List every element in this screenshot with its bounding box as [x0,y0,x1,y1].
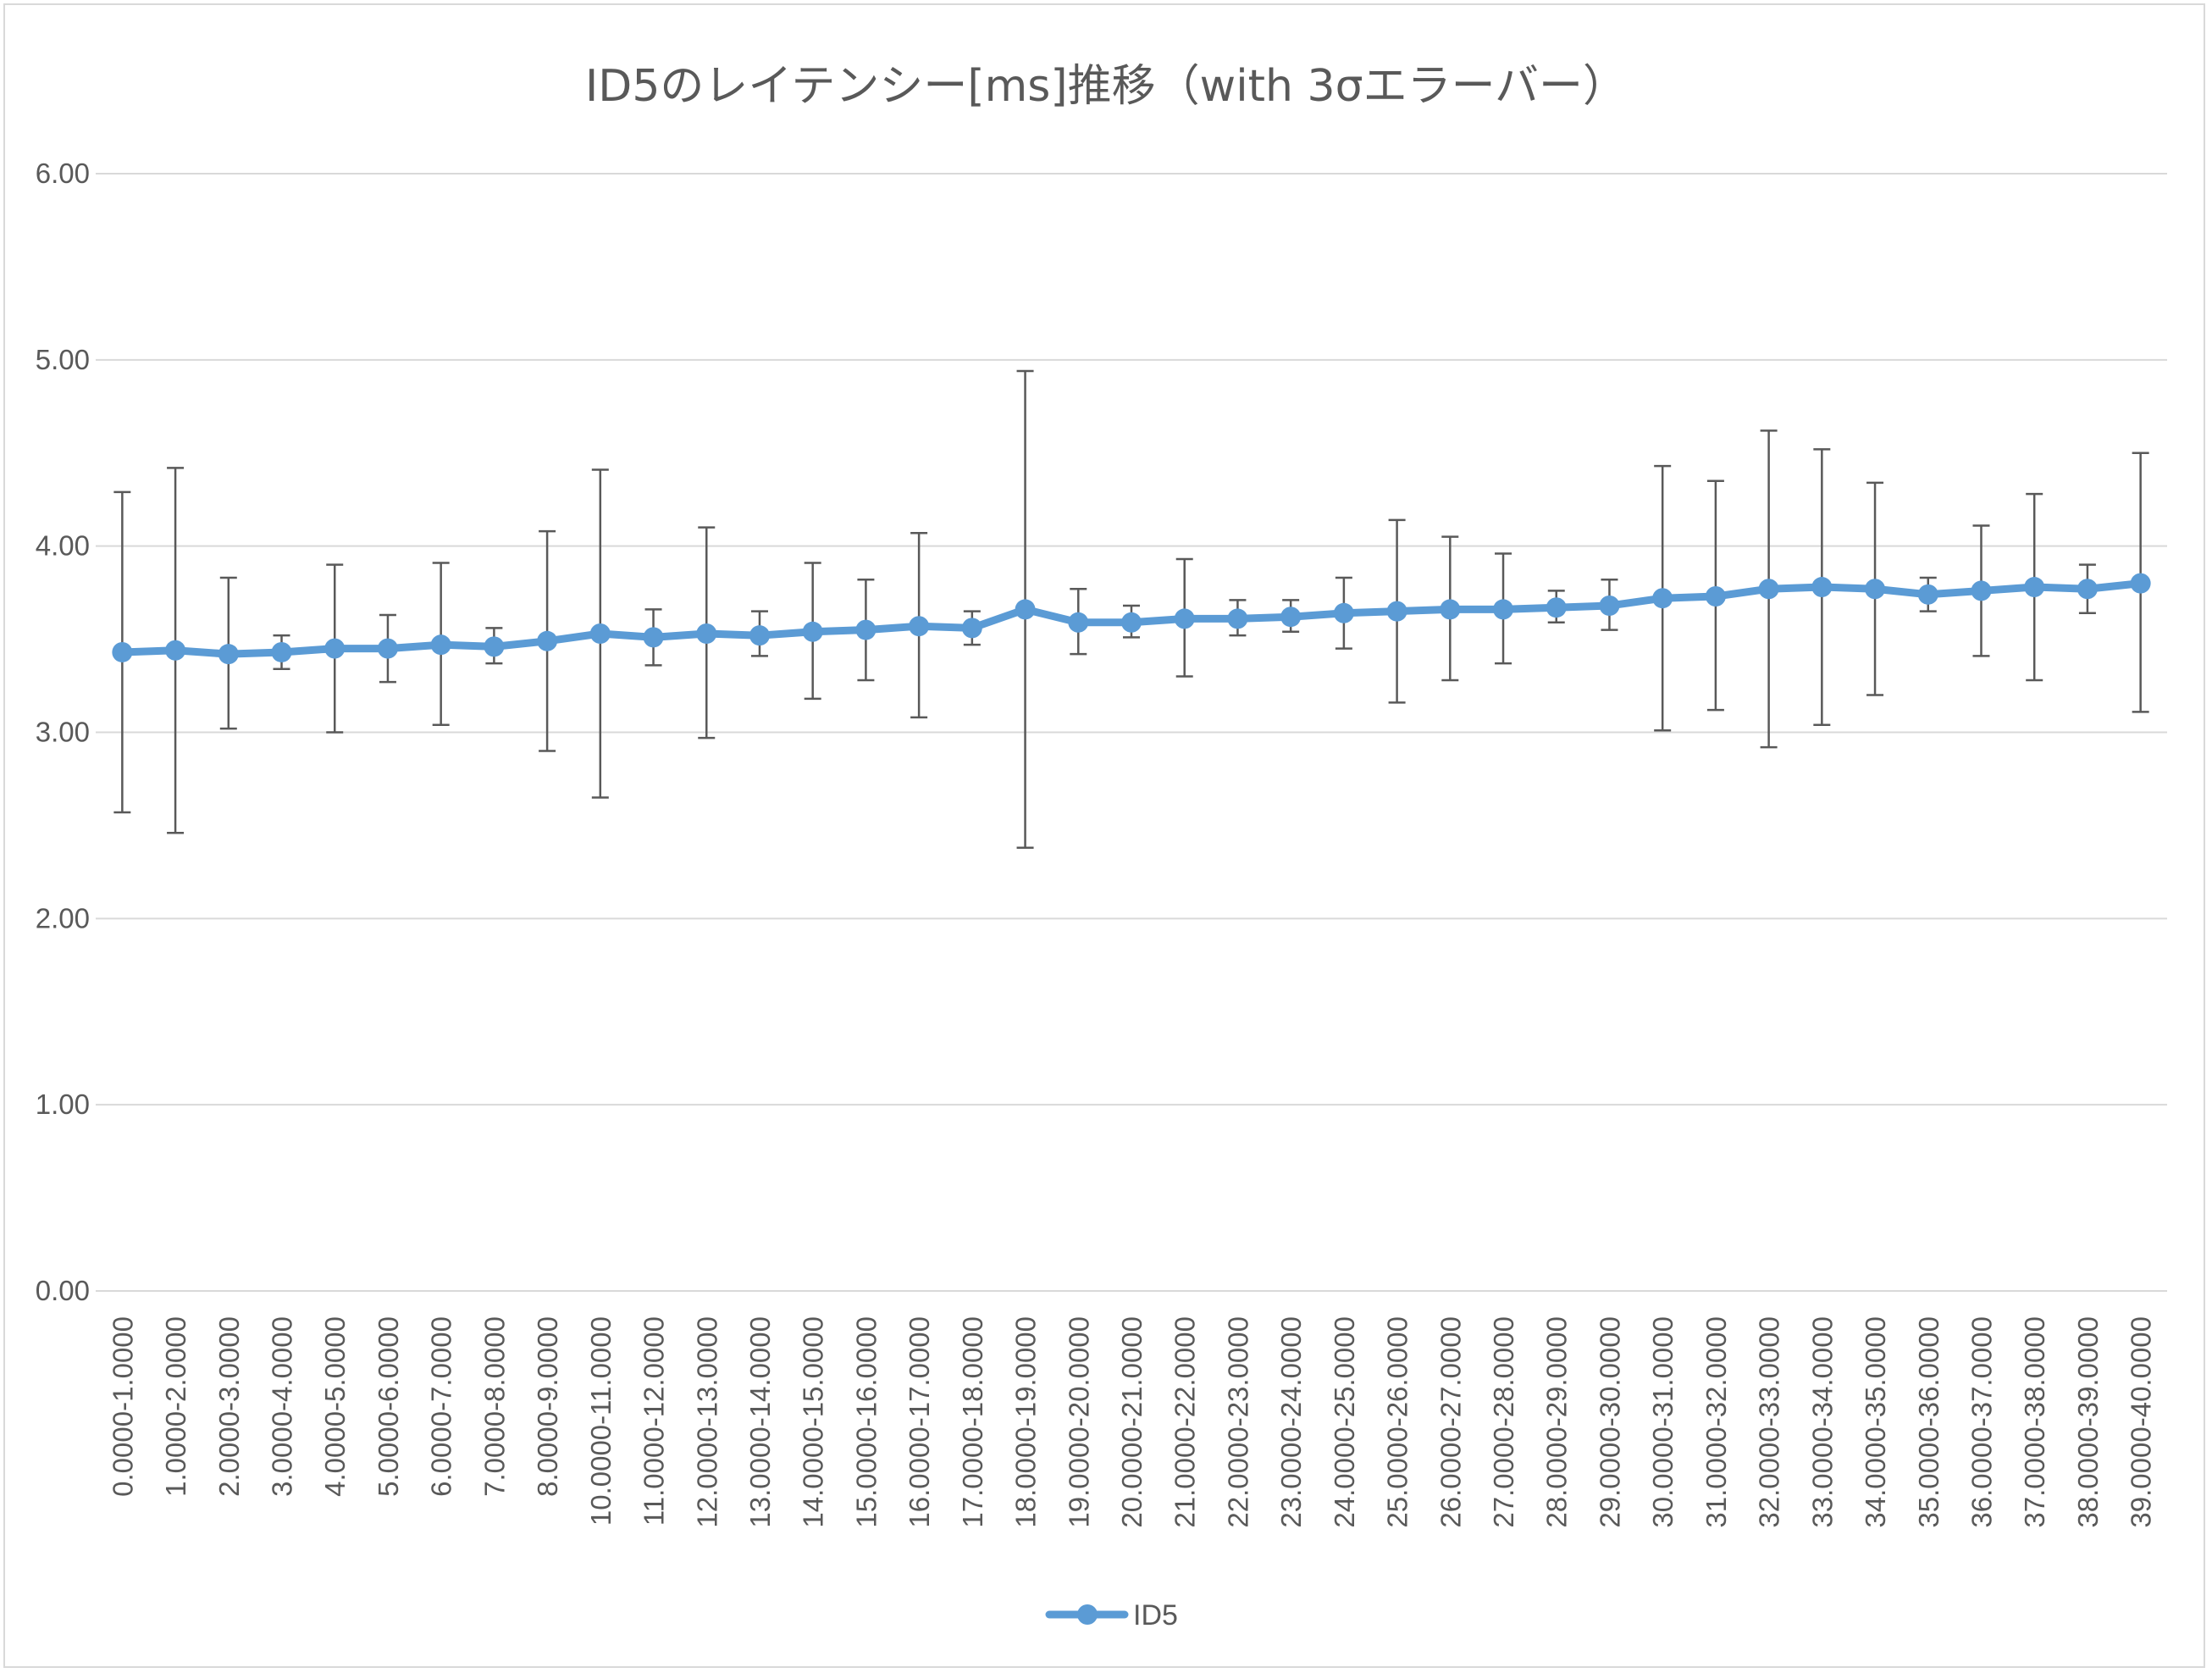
y-tick-label-4.00: 4.00 [36,530,90,562]
data-point-37 [2077,579,2098,600]
y-axis-ticks: 0.00 1.00 2.00 3.00 4.00 5.00 6.00 [36,158,90,1306]
data-point-35 [1971,580,1992,601]
data-point-1 [165,640,186,661]
data-point-9 [589,623,611,644]
x-tick-label-17: 18.0000-19.0000 [1010,1316,1042,1528]
data-point-33 [1865,579,1886,600]
data-point-20 [1174,608,1195,629]
x-tick-label-35: 36.0000-37.0000 [1966,1316,1997,1528]
x-tick-label-32: 33.0000-34.0000 [1806,1316,1838,1528]
x-tick-label-16: 17.0000-18.0000 [957,1316,988,1528]
data-point-18 [1068,612,1089,633]
x-tick-label-9: 10.0000-11.0000 [585,1316,617,1526]
x-tick-label-31: 32.0000-33.0000 [1754,1316,1785,1528]
data-point-28 [1599,596,1620,617]
data-point-19 [1121,612,1142,633]
data-point-25 [1440,599,1461,620]
x-tick-label-37: 38.0000-39.0000 [2072,1316,2104,1528]
x-tick-label-2: 2.0000-3.0000 [213,1316,245,1497]
x-tick-label-12: 13.0000-14.0000 [744,1316,776,1528]
x-tick-label-38: 39.0000-40.0000 [2126,1316,2157,1528]
data-point-6 [430,634,451,656]
data-point-12 [749,625,770,646]
x-tick-label-30: 31.0000-32.0000 [1700,1316,1732,1528]
data-point-31 [1758,579,1779,600]
x-tick-label-18: 19.0000-20.0000 [1063,1316,1094,1528]
x-tick-label-0: 0.0000-1.0000 [107,1316,138,1497]
data-point-10 [643,627,664,648]
x-tick-label-6: 6.0000-7.0000 [426,1316,457,1497]
data-point-23 [1333,602,1354,623]
error-bars [113,369,2149,850]
x-tick-label-34: 35.0000-36.0000 [1913,1316,1944,1528]
data-point-7 [484,636,505,657]
x-tick-label-25: 26.0000-27.0000 [1435,1316,1466,1528]
data-point-24 [1386,601,1407,622]
data-point-2 [218,644,239,665]
x-tick-label-33: 34.0000-35.0000 [1860,1316,1891,1528]
chart-frame: ID5のレイテンシー[ms]推移（with 3σエラーバー） 0.00 1.00 2… [3,3,2205,1668]
data-point-29 [1652,588,1673,609]
data-point-5 [377,638,398,659]
data-point-14 [855,619,877,640]
y-tick-label-2.00: 2.00 [36,902,90,933]
legend-marker-id5 [1077,1604,1098,1625]
data-point-21 [1227,608,1248,629]
x-tick-label-8: 8.0000-9.0000 [532,1316,563,1497]
data-point-38 [2130,573,2151,594]
x-tick-label-20: 21.0000-22.0000 [1170,1316,1201,1528]
series-id5 [112,573,2151,665]
x-tick-label-22: 23.0000-24.0000 [1275,1316,1307,1528]
chart-svg: ID5のレイテンシー[ms]推移（with 3σエラーバー） 0.00 1.00 2… [36,61,2167,1631]
data-point-16 [961,618,982,639]
x-tick-label-23: 24.0000-25.0000 [1329,1316,1360,1528]
data-point-3 [271,641,292,662]
data-point-34 [1917,584,1938,605]
x-tick-label-11: 12.0000-13.0000 [691,1316,722,1528]
x-tick-label-28: 29.0000-30.0000 [1594,1316,1625,1528]
x-tick-label-19: 20.0000-21.0000 [1116,1316,1147,1528]
x-axis-ticks: 0.0000-1.0000 1.0000-2.0000 2.0000-3.0000 3… [107,1316,2156,1528]
grid-lines [96,173,2167,1292]
data-point-8 [537,630,558,651]
data-point-4 [324,638,346,659]
x-tick-label-21: 22.0000-23.0000 [1222,1316,1253,1528]
data-point-13 [802,621,823,642]
data-point-26 [1493,599,1514,620]
x-tick-label-27: 28.0000-29.0000 [1541,1316,1573,1528]
x-tick-label-5: 5.0000-6.0000 [373,1316,404,1497]
x-tick-label-15: 16.0000-17.0000 [904,1316,935,1528]
chart-title: ID5のレイテンシー[ms]推移（with 3σエラーバー） [585,61,1627,112]
data-point-22 [1280,607,1302,628]
x-tick-label-4: 4.0000-5.0000 [319,1316,351,1497]
data-point-27 [1546,597,1567,618]
x-tick-label-26: 27.0000-28.0000 [1488,1316,1519,1528]
y-tick-label-3.00: 3.00 [36,717,90,748]
data-point-11 [696,623,717,644]
data-point-30 [1705,586,1726,607]
x-tick-label-10: 11.0000-12.0000 [639,1316,670,1526]
x-tick-label-13: 14.0000-15.0000 [798,1316,829,1528]
x-tick-label-7: 7.0000-8.0000 [478,1316,510,1497]
x-tick-label-1: 1.0000-2.0000 [160,1316,191,1497]
y-tick-label-5.00: 5.00 [36,344,90,375]
y-tick-label-6.00: 6.00 [36,158,90,189]
y-tick-label-0.00: 0.00 [36,1275,90,1306]
x-tick-label-3: 3.0000-4.0000 [267,1316,298,1497]
x-tick-label-14: 15.0000-16.0000 [850,1316,882,1528]
x-tick-label-29: 30.0000-31.0000 [1647,1316,1678,1528]
data-point-15 [909,616,930,637]
legend: ID5 [1045,1599,1178,1631]
data-point-0 [112,641,133,662]
x-tick-label-36: 37.0000-38.0000 [2019,1316,2050,1528]
y-tick-label-1.00: 1.00 [36,1089,90,1120]
legend-label-id5: ID5 [1133,1599,1178,1631]
x-tick-label-24: 25.0000-26.0000 [1382,1316,1413,1528]
data-point-32 [1811,577,1833,598]
data-point-17 [1015,599,1036,620]
data-point-36 [2024,577,2045,598]
